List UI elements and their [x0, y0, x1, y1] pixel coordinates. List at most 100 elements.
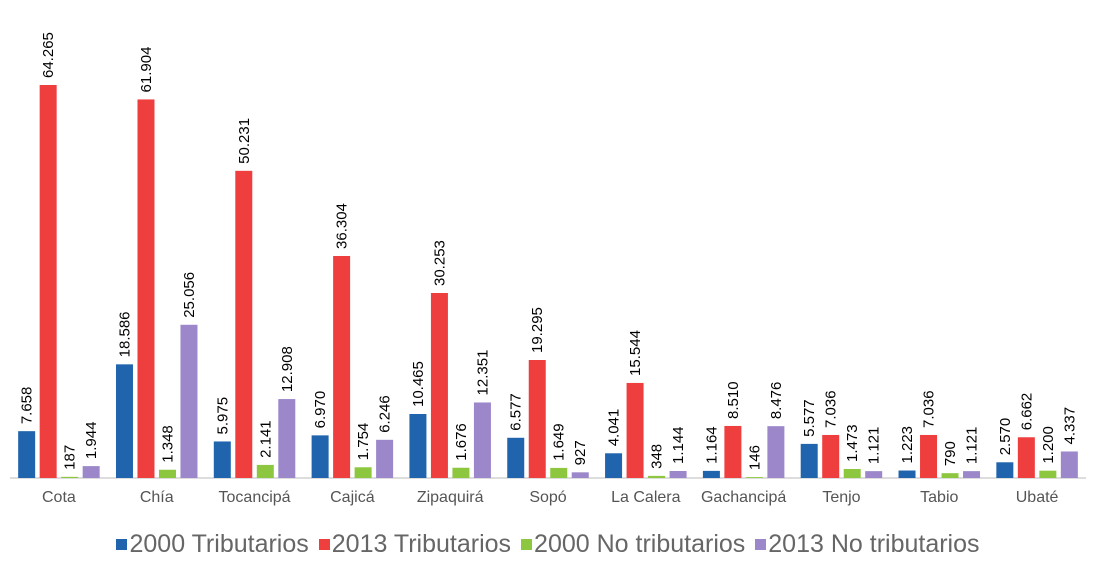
value-label: 1.676 [453, 423, 470, 461]
value-label: 61.904 [138, 47, 155, 93]
bar [702, 470, 720, 478]
value-label: 8.510 [725, 381, 742, 419]
value-label: 50.231 [236, 118, 253, 164]
bar [473, 402, 491, 478]
bar [822, 434, 840, 478]
bar [61, 476, 79, 478]
bar [213, 441, 231, 478]
legend-swatch [521, 539, 533, 550]
x-tick-label: Cota [42, 489, 76, 506]
value-label: 2.141 [257, 420, 274, 458]
value-label: 18.586 [116, 311, 133, 357]
x-tick-label: Gachancipá [701, 489, 786, 506]
bar [669, 471, 687, 478]
x-tick-label: Sopó [529, 489, 566, 506]
bar [767, 426, 785, 478]
bar [180, 324, 198, 478]
x-tick-label: Ubaté [1016, 489, 1059, 506]
bar [745, 477, 763, 478]
value-label: 15.544 [627, 330, 644, 376]
bar [376, 439, 394, 478]
bar [550, 467, 568, 478]
value-label: 348 [649, 444, 666, 469]
bar [39, 85, 57, 478]
bar [354, 467, 372, 478]
value-label: 1.121 [866, 427, 883, 465]
bar [941, 473, 959, 478]
legend: 2000 Tributarios 2013 Tributarios 2000 No … [0, 530, 1096, 559]
bar [843, 468, 861, 478]
bar [1060, 451, 1078, 478]
bar [235, 170, 253, 478]
value-label: 10.465 [410, 361, 427, 407]
chart: Cota 7.658 64.265 187 1.944 Chía 18.586 61.904 1… [10, 32, 1086, 506]
bar [409, 414, 427, 478]
value-label: 790 [942, 441, 959, 466]
value-label: 1.223 [899, 426, 916, 464]
legend-swatch [318, 539, 330, 550]
x-tick-label: Cajicá [330, 489, 375, 506]
bar [920, 434, 938, 478]
bar [311, 435, 329, 478]
bar [898, 470, 916, 478]
x-tick-label: Tocancipá [219, 489, 291, 506]
bar [256, 464, 274, 478]
value-label: 12.908 [279, 346, 296, 392]
value-label: 187 [62, 445, 79, 470]
bar [963, 471, 981, 478]
value-label: 1.754 [355, 423, 372, 461]
value-label: 4.337 [1061, 407, 1078, 445]
bar [18, 431, 36, 478]
value-label: 2.570 [997, 418, 1014, 456]
value-label: 1.200 [1040, 426, 1057, 464]
bar [333, 255, 351, 478]
legend-label: 2013 Tributarios [331, 530, 512, 558]
legend-item: 2013 No tributarios [755, 530, 980, 559]
bar [996, 462, 1014, 478]
value-label: 5.975 [214, 397, 231, 435]
bar [800, 443, 818, 478]
value-label: 5.577 [801, 399, 818, 437]
bar [626, 382, 644, 478]
x-tick-label: Tabio [920, 489, 958, 506]
value-label: 6.246 [377, 395, 394, 433]
bar [571, 472, 589, 478]
bar [528, 360, 546, 478]
legend-item: 2000 No tributarios [521, 530, 745, 559]
bar [82, 466, 100, 478]
bar [137, 99, 155, 478]
bar [430, 292, 448, 478]
value-label: 25.056 [181, 272, 198, 318]
value-label: 6.970 [312, 391, 329, 429]
value-label: 64.265 [40, 32, 57, 78]
bar [115, 364, 133, 478]
value-label: 146 [746, 445, 763, 470]
bar [605, 453, 623, 478]
legend-swatch [116, 539, 128, 550]
x-tick-label: Chía [140, 489, 174, 506]
x-tick-label: Tenjo [822, 489, 860, 506]
bar [1039, 470, 1057, 478]
value-label: 1.944 [83, 422, 100, 460]
legend-item: 2013 Tributarios [318, 530, 512, 559]
value-label: 12.351 [474, 350, 491, 396]
value-label: 30.253 [431, 240, 448, 286]
legend-swatch [755, 539, 767, 550]
value-label: 1.649 [551, 423, 568, 461]
value-label: 1.348 [159, 425, 176, 463]
legend-label: 2013 No tributarios [768, 530, 980, 558]
value-label: 4.041 [606, 409, 623, 447]
value-label: 1.473 [844, 424, 861, 462]
value-label: 8.476 [768, 382, 785, 420]
bar [724, 425, 742, 478]
bar [278, 399, 296, 478]
bar [452, 467, 470, 478]
legend-item: 2000 Tributarios [116, 530, 309, 559]
value-label: 6.662 [1018, 393, 1035, 431]
value-label: 36.304 [334, 203, 351, 249]
value-label: 1.144 [670, 426, 687, 464]
legend-label: 2000 No tributarios [534, 530, 746, 558]
bar [865, 471, 883, 478]
value-label: 7.036 [921, 390, 938, 428]
